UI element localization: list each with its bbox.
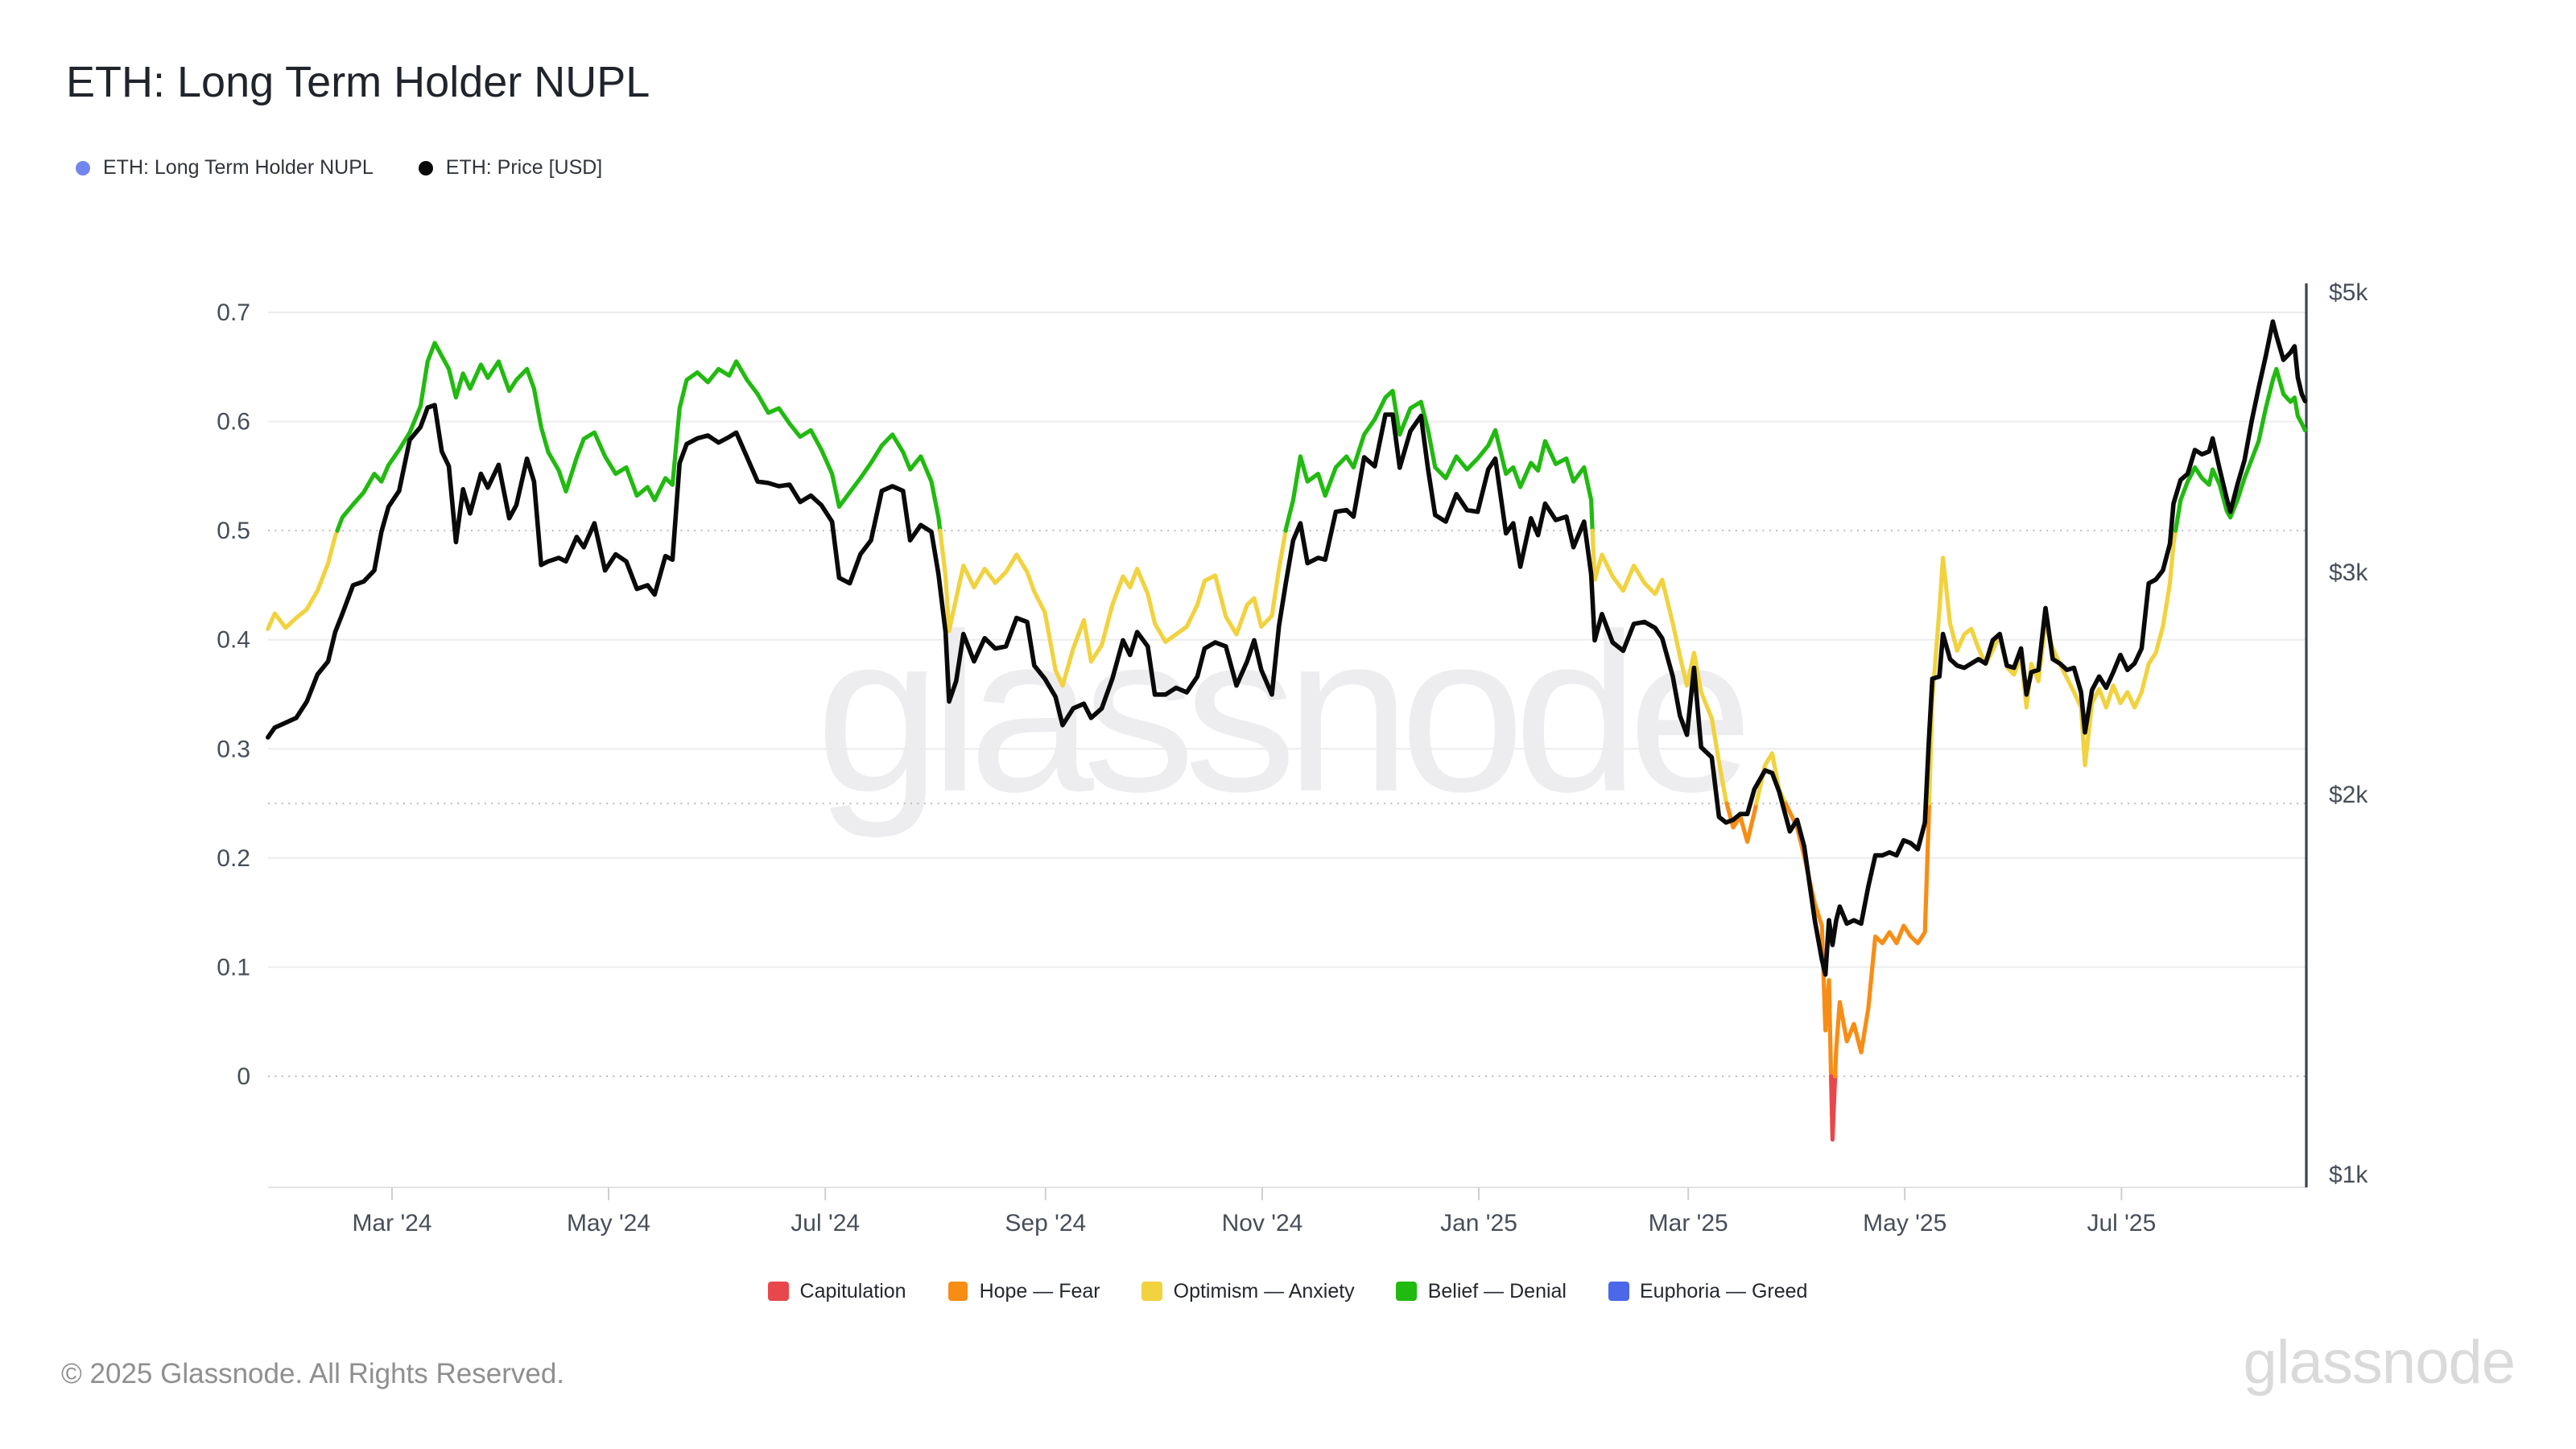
nupl-axis-label: 0.1 bbox=[217, 954, 250, 980]
regime-item-capitulation-label: Capitulation bbox=[799, 1280, 906, 1302]
nupl-line-segment bbox=[938, 528, 1288, 688]
hope-fear-swatch-icon bbox=[947, 1281, 968, 1302]
price-series-dot-icon bbox=[418, 160, 433, 175]
regime-item-euphoria-greed-label: Euphoria — Greed bbox=[1640, 1280, 1808, 1302]
price-axis-label: $2k bbox=[2329, 782, 2368, 808]
nupl-axis-label: 0.4 bbox=[217, 627, 250, 654]
legend-item-price[interactable]: ETH: Price [USD] bbox=[418, 156, 603, 179]
capitulation-swatch-icon bbox=[768, 1281, 789, 1302]
regime-item-euphoria-greed: Euphoria — Greed bbox=[1608, 1280, 1807, 1302]
x-axis-label: Mar '24 bbox=[352, 1210, 431, 1236]
x-axis-label: Sep '24 bbox=[1005, 1210, 1086, 1236]
x-axis-label: Nov '24 bbox=[1222, 1210, 1303, 1236]
nupl-line-segment bbox=[1783, 801, 1834, 1079]
nupl-axis-label: 0.3 bbox=[217, 736, 250, 762]
nupl-axis-label: 0.2 bbox=[217, 845, 250, 872]
nupl-line-segment bbox=[1829, 1074, 1838, 1142]
nupl-line-segment bbox=[2174, 366, 2307, 533]
regime-item-belief-denial-label: Belief — Denial bbox=[1427, 1280, 1567, 1302]
legend-item-nupl-label: ETH: Long Term Holder NUPL bbox=[103, 156, 374, 179]
nupl-series-dot-icon bbox=[76, 160, 90, 175]
nupl-axis-label: 0.6 bbox=[217, 409, 250, 436]
series-legend: ETH: Long Term Holder NUPL ETH: Price [U… bbox=[76, 156, 602, 179]
x-axis-label: Jul '25 bbox=[2087, 1210, 2157, 1236]
regime-item-capitulation: Capitulation bbox=[768, 1280, 906, 1302]
x-axis-label: May '24 bbox=[567, 1210, 650, 1236]
regime-item-hope-fear-label: Hope — Fear bbox=[979, 1280, 1100, 1302]
regime-item-optimism-anxiety: Optimism — Anxiety bbox=[1141, 1280, 1355, 1302]
nupl-line-segment bbox=[335, 341, 943, 533]
regime-item-optimism-anxiety-label: Optimism — Anxiety bbox=[1173, 1280, 1355, 1302]
nupl-line-segment bbox=[1724, 801, 1759, 844]
euphoria-greed-swatch-icon bbox=[1608, 1281, 1629, 1302]
nupl-line-segment bbox=[1833, 801, 1931, 1079]
x-axis-label: Jul '24 bbox=[791, 1210, 860, 1236]
price-axis-label: $1k bbox=[2329, 1162, 2368, 1188]
nupl-axis-label: 0.5 bbox=[217, 518, 250, 544]
nupl-line-segment bbox=[1283, 389, 1595, 533]
legend-item-nupl[interactable]: ETH: Long Term Holder NUPL bbox=[76, 156, 374, 179]
regime-item-belief-denial: Belief — Denial bbox=[1396, 1280, 1567, 1302]
nupl-line-segment bbox=[266, 528, 340, 631]
optimism-anxiety-swatch-icon bbox=[1141, 1281, 1162, 1302]
belief-denial-swatch-icon bbox=[1396, 1281, 1417, 1302]
nupl-axis-label: 0.7 bbox=[217, 299, 250, 326]
regime-legend: Capitulation Hope — Fear Optimism — Anxi… bbox=[0, 1280, 2576, 1302]
price-line bbox=[266, 319, 2308, 977]
nupl-line-segment bbox=[1590, 528, 1729, 806]
copyright-text: © 2025 Glassnode. All Rights Reserved. bbox=[61, 1357, 565, 1389]
regime-item-hope-fear: Hope — Fear bbox=[947, 1280, 1100, 1302]
price-axis-label: $5k bbox=[2329, 279, 2368, 306]
x-axis-label: Mar '25 bbox=[1649, 1210, 1728, 1236]
nupl-axis-label: 0 bbox=[237, 1063, 250, 1090]
price-axis-label: $3k bbox=[2329, 559, 2368, 586]
page-title: ETH: Long Term Holder NUPL bbox=[66, 58, 650, 106]
legend-item-price-label: ETH: Price [USD] bbox=[445, 156, 603, 179]
x-axis-label: May '25 bbox=[1863, 1210, 1946, 1236]
x-axis-label: Jan '25 bbox=[1440, 1210, 1517, 1236]
